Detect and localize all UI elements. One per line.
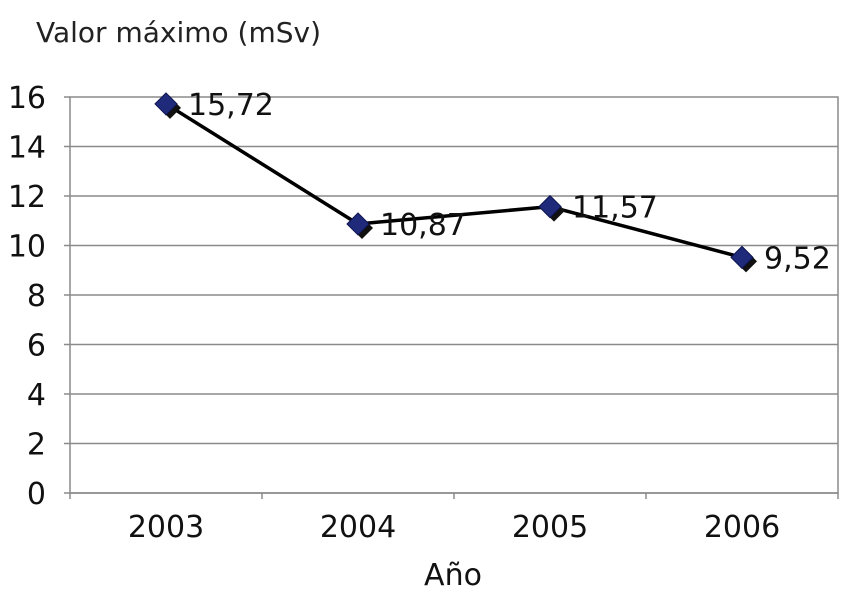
y-tick-label: 6 xyxy=(27,329,46,364)
y-tick-label: 4 xyxy=(27,378,46,413)
x-tick-label: 2006 xyxy=(704,510,780,545)
x-tick-label: 2004 xyxy=(320,510,396,545)
y-tick-label: 0 xyxy=(27,477,46,512)
x-axis: 2003 2004 2005 2006 xyxy=(69,492,839,545)
series-polyline xyxy=(165,102,743,260)
data-point-marker xyxy=(346,212,373,239)
chart-title: Valor máximo (mSv) xyxy=(36,16,321,49)
y-tick-label: 10 xyxy=(8,230,46,265)
data-labels: 15,72 10,87 11,57 9,52 xyxy=(188,88,831,276)
marker-diamond xyxy=(730,245,754,270)
marker-diamond xyxy=(346,212,370,236)
data-label: 10,87 xyxy=(380,208,466,243)
x-tick-label: 2003 xyxy=(128,510,204,545)
y-tick-label: 8 xyxy=(27,279,46,314)
y-tick-label: 14 xyxy=(8,131,46,166)
marker-diamond xyxy=(538,194,562,219)
grid-lines xyxy=(70,145,838,445)
data-label: 15,72 xyxy=(188,88,274,123)
marker-diamond xyxy=(154,92,178,116)
data-label: 9,52 xyxy=(764,241,831,276)
y-tick-label: 2 xyxy=(27,428,46,463)
y-axis: 0 2 4 6 8 10 12 14 16 xyxy=(8,81,70,512)
series-line xyxy=(165,102,743,260)
data-point-marker xyxy=(538,194,565,222)
x-tick-label: 2005 xyxy=(512,510,588,545)
y-tick-label: 16 xyxy=(8,81,46,116)
data-point-marker xyxy=(154,92,181,119)
x-axis-title: Año xyxy=(424,558,482,593)
data-point-marker xyxy=(730,245,757,273)
data-label: 11,57 xyxy=(572,191,658,226)
y-tick-label: 12 xyxy=(8,180,46,215)
series-markers xyxy=(154,92,757,273)
